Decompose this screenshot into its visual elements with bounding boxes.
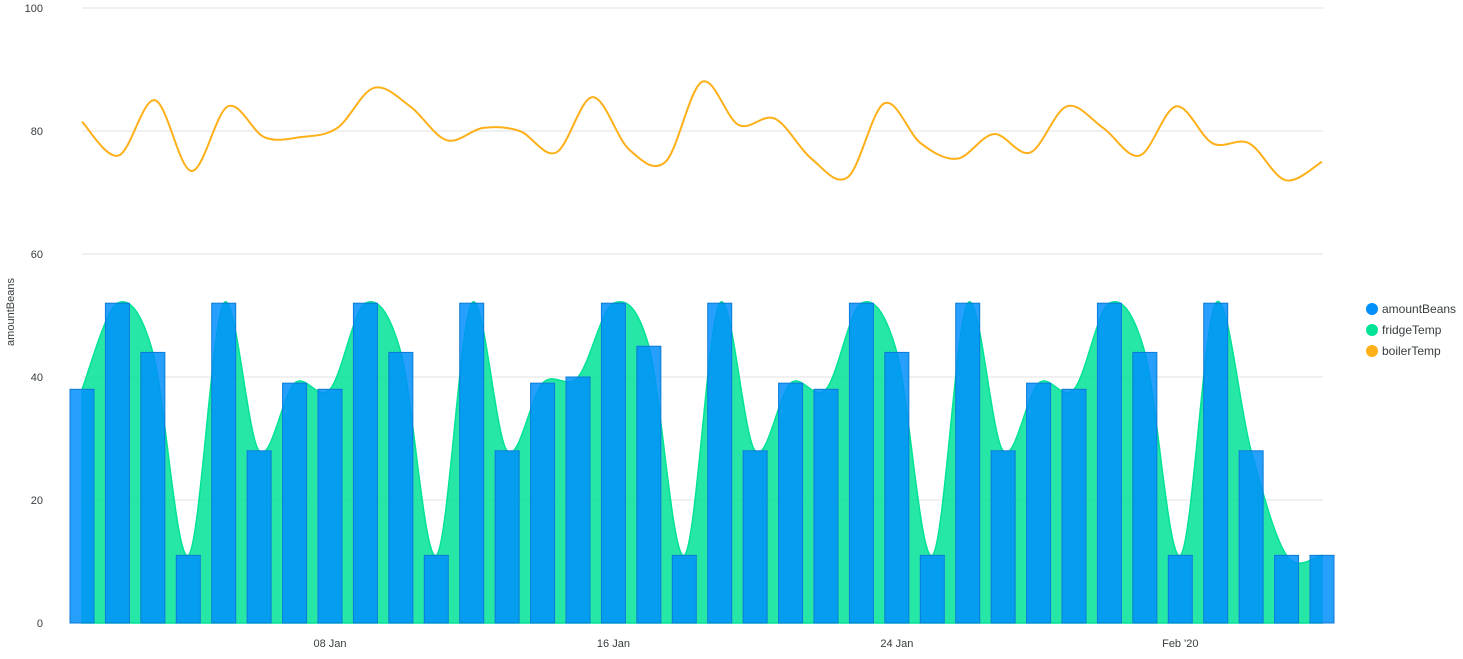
amountBeans-bar[interactable] <box>69 388 95 624</box>
amountBeans-bar[interactable] <box>600 302 626 624</box>
legend-label-fridgeTemp: fridgeTemp <box>1382 322 1442 337</box>
amountBeans-bar[interactable] <box>317 388 343 624</box>
amountBeans-bar[interactable] <box>671 554 697 624</box>
y-axis-title: amountBeans <box>5 278 17 346</box>
amountBeans-bar[interactable] <box>884 351 910 624</box>
amountBeans-bar[interactable] <box>1132 351 1158 624</box>
amountBeans-bar[interactable] <box>1096 302 1122 624</box>
legend-marker-amountBeans <box>1366 302 1378 315</box>
amountBeans-bar[interactable] <box>565 376 591 624</box>
legend-item-amountBeans[interactable]: amountBeans <box>1366 298 1456 319</box>
x-axis-ticks: 08 Jan 16 Jan 24 Jan Feb '20 <box>313 638 1198 650</box>
amountBeans-bar[interactable] <box>636 345 662 624</box>
amountBeans-bar[interactable] <box>530 382 556 624</box>
legend-marker-boilerTemp <box>1366 344 1378 357</box>
amountBeans-bar[interactable] <box>282 382 308 624</box>
amountBeans-bar[interactable] <box>352 302 378 624</box>
amountBeans-bars-layer <box>69 302 1335 624</box>
amountBeans-bar[interactable] <box>1309 554 1335 624</box>
y-axis-ticks: 0 20 40 60 80 100 <box>25 3 43 630</box>
amountBeans-bar[interactable] <box>211 302 237 624</box>
legend: amountBeans fridgeTemp boilerTemp <box>1366 298 1456 361</box>
amountBeans-bar[interactable] <box>813 388 839 624</box>
amountBeans-bar[interactable] <box>1167 554 1193 624</box>
legend-item-boilerTemp[interactable]: boilerTemp <box>1366 340 1456 361</box>
legend-label-boilerTemp: boilerTemp <box>1382 343 1441 358</box>
amountBeans-bar[interactable] <box>175 554 201 624</box>
amountBeans-bar[interactable] <box>848 302 874 624</box>
boilerTemp-line <box>81 80 1323 182</box>
amountBeans-bar[interactable] <box>423 554 449 624</box>
amountBeans-bar[interactable] <box>778 382 804 624</box>
x-tick-label: 08 Jan <box>313 638 346 650</box>
amountBeans-bar[interactable] <box>990 450 1016 624</box>
y-tick-label: 80 <box>31 126 43 138</box>
x-tick-label: Feb '20 <box>1162 638 1198 650</box>
y-tick-label: 100 <box>25 3 43 15</box>
amountBeans-bar[interactable] <box>707 302 733 624</box>
amountBeans-bar[interactable] <box>104 302 130 624</box>
legend-item-fridgeTemp[interactable]: fridgeTemp <box>1366 319 1456 340</box>
legend-label-amountBeans: amountBeans <box>1382 301 1457 316</box>
amountBeans-bar[interactable] <box>494 450 520 624</box>
amountBeans-bar[interactable] <box>955 302 981 624</box>
y-tick-label: 0 <box>37 618 43 630</box>
amountBeans-bar[interactable] <box>1061 388 1087 624</box>
y-tick-label: 40 <box>31 372 43 384</box>
amountBeans-bar[interactable] <box>742 450 768 624</box>
boilerTemp-line-layer <box>81 80 1323 182</box>
amountBeans-bar[interactable] <box>459 302 485 624</box>
y-tick-label: 60 <box>31 249 43 261</box>
y-tick-label: 20 <box>31 495 43 507</box>
amountBeans-bar[interactable] <box>1274 554 1300 624</box>
amountBeans-bar[interactable] <box>140 351 166 624</box>
legend-marker-fridgeTemp <box>1366 323 1378 336</box>
x-tick-label: 16 Jan <box>597 638 630 650</box>
amountBeans-bar[interactable] <box>1026 382 1052 624</box>
amountBeans-bar[interactable] <box>1203 302 1229 624</box>
amountBeans-bar[interactable] <box>1238 450 1264 624</box>
amountBeans-bar[interactable] <box>388 351 414 624</box>
x-tick-label: 24 Jan <box>880 638 913 650</box>
amountBeans-bar[interactable] <box>919 554 945 624</box>
amountBeans-bar[interactable] <box>246 450 272 624</box>
